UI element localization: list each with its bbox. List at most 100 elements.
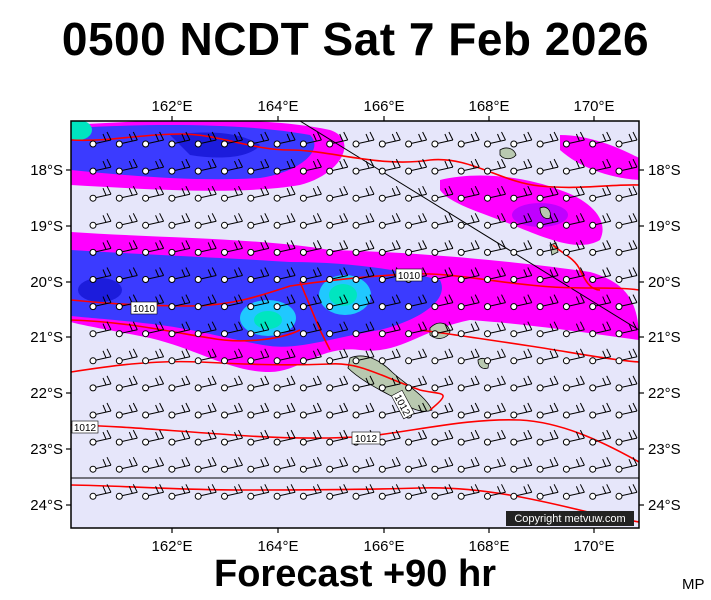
wind-barb-flag <box>579 131 585 141</box>
wind-barb-flag <box>312 269 317 277</box>
wind-station-circle <box>484 465 491 473</box>
wind-station-circle <box>352 465 360 473</box>
wind-barb-flag <box>365 486 370 494</box>
wind-barb-flag <box>185 402 191 412</box>
wind-station-circle <box>562 411 570 419</box>
lat-label-right-22: 22°S <box>648 385 681 402</box>
wind-barb-flag <box>128 133 133 142</box>
wind-barb-flag <box>422 158 428 168</box>
wind-station-circle <box>273 411 281 419</box>
wind-barb-flag <box>575 296 580 304</box>
wind-station-circle <box>115 384 123 392</box>
wind-barb-flag <box>659 376 663 384</box>
wind-barb-flag <box>579 456 585 466</box>
wind-barb-flag <box>391 486 396 494</box>
wind-barb-flag <box>549 350 554 358</box>
wind-station-circle <box>405 465 413 473</box>
wind-barb-flag <box>312 296 317 304</box>
wind-barb-flag <box>207 431 212 440</box>
wind-barb-flag <box>234 377 238 386</box>
wind-barb-flag <box>579 375 585 385</box>
wind-barb-flag <box>155 486 160 494</box>
wind-station-circle <box>536 248 544 256</box>
wind-barb-flag <box>159 158 165 168</box>
wind-barb-flag <box>260 160 265 169</box>
wind-barb-flag <box>632 456 638 466</box>
wind-barb-flag <box>260 350 265 358</box>
wind-barb-flag <box>579 348 585 358</box>
wind-barb-flag <box>264 267 270 276</box>
wind-barb-flag <box>628 486 633 494</box>
wind-barb-flag <box>553 429 559 439</box>
copyright-text[interactable]: Copyright metvuw.com <box>514 513 625 525</box>
wind-station-circle <box>352 221 360 229</box>
wind-barb-flag <box>606 348 612 358</box>
wind-barb-flag <box>632 484 638 493</box>
wind-station-circle <box>168 438 176 446</box>
wind-station-circle <box>221 411 228 419</box>
wind-barb-flag <box>132 348 138 358</box>
wind-barb-flag <box>369 158 375 168</box>
wind-barb-flag <box>132 240 138 249</box>
wind-barb-flag <box>575 459 580 467</box>
wind-barb-flag <box>553 348 559 358</box>
wind-barb-flag <box>286 350 291 358</box>
wind-barb-flag <box>365 377 370 386</box>
wind-station-circle <box>510 140 518 148</box>
wind-barb-flag <box>181 133 186 142</box>
wind-barb-flag <box>159 375 165 385</box>
wind-barb-flag <box>527 402 533 412</box>
wind-barb-flag <box>628 431 633 440</box>
wind-barb-flag <box>264 131 270 141</box>
wind-station-circle <box>168 492 176 500</box>
wind-barb-flag <box>234 459 238 467</box>
wind-station-circle <box>247 167 255 175</box>
wind-barb-flag <box>448 429 454 439</box>
wind-station-circle <box>457 221 465 229</box>
wind-barb-flag <box>395 321 401 330</box>
wind-barb-flag <box>474 375 480 385</box>
wind-barb-flag <box>553 375 559 385</box>
wind-station-circle <box>115 492 123 500</box>
wind-barb-flag <box>549 486 554 494</box>
wind-barb-flag <box>260 296 265 304</box>
wind-barb-flag <box>369 484 375 493</box>
wind-barb-flag <box>290 429 296 439</box>
wind-barb-flag <box>497 377 501 386</box>
wind-barb-flag <box>418 215 423 223</box>
wind-barb-flag <box>659 132 663 140</box>
wind-station-circle <box>299 194 307 202</box>
wind-station-circle <box>299 221 307 229</box>
wind-station-circle <box>168 411 176 419</box>
wind-station-circle <box>510 194 518 202</box>
wind-barb-flag <box>211 456 217 466</box>
wind-station-circle <box>142 248 150 256</box>
wind-barb-flag <box>391 296 396 304</box>
wind-barb-flag <box>365 350 370 358</box>
wind-barb-flag <box>523 188 528 196</box>
wind-barb-flag <box>365 188 370 196</box>
wind-barb-flag <box>207 269 212 277</box>
wind-station-circle <box>536 384 544 392</box>
wind-barb-flag <box>159 294 165 303</box>
wind-station-circle <box>615 194 623 202</box>
wind-barb-flag <box>474 131 480 141</box>
wind-barb-flag <box>106 294 112 303</box>
wind-barb-flag <box>132 429 138 439</box>
wind-barb-flag <box>628 459 633 467</box>
wind-barb-flag <box>207 486 212 494</box>
wind-barb-flag <box>211 402 217 412</box>
wind-barb-shaft <box>645 303 663 307</box>
wind-barb-flag <box>312 459 317 467</box>
wind-station-circle <box>536 140 544 148</box>
wind-barb-flag <box>575 404 580 413</box>
wind-station-circle <box>431 248 439 256</box>
wind-barb-flag <box>501 267 506 276</box>
wind-station-circle <box>484 357 491 365</box>
wind-barb-flag <box>238 158 243 168</box>
wind-station-circle <box>378 465 386 473</box>
wind-barb-flag <box>343 185 349 195</box>
wind-station-circle <box>642 412 648 418</box>
lat-label-left-19: 19°S <box>30 218 63 235</box>
wind-station-circle <box>273 330 281 338</box>
